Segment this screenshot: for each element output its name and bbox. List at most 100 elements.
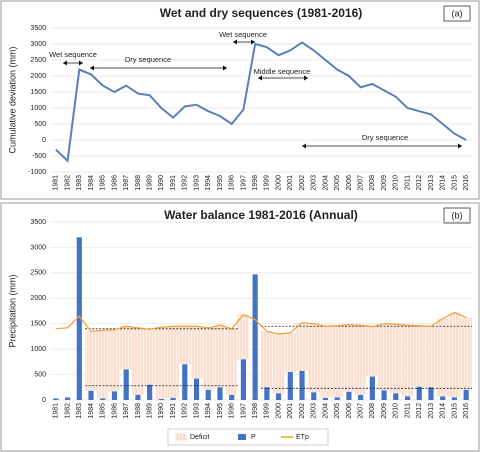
annotation: Wet sequence bbox=[49, 50, 97, 59]
x-tick-label: 1994 bbox=[205, 175, 212, 191]
x-tick-label: 1991 bbox=[170, 403, 177, 419]
x-tick-label: 1982 bbox=[64, 403, 71, 419]
y-tick-label: 1000 bbox=[30, 105, 46, 112]
bar bbox=[404, 396, 411, 400]
deficit bbox=[272, 333, 285, 394]
y-tick-label: 2500 bbox=[30, 270, 46, 277]
bar bbox=[217, 387, 223, 400]
x-tick-label: 2008 bbox=[369, 403, 376, 419]
x-tick-label: 1988 bbox=[135, 175, 142, 191]
deficit bbox=[178, 326, 191, 365]
y-tick-label: 3000 bbox=[30, 244, 46, 251]
x-tick-label: 2009 bbox=[381, 403, 388, 419]
x-tick-label: 2006 bbox=[346, 175, 353, 191]
y-axis-label: Precipitation (mm) bbox=[7, 274, 17, 347]
x-tick-label: 1992 bbox=[182, 403, 189, 419]
panel-label-box bbox=[443, 207, 471, 224]
x-tick-label: 2005 bbox=[334, 175, 341, 191]
bar bbox=[65, 397, 71, 400]
x-tick-label: 1999 bbox=[264, 403, 271, 419]
x-tick-label: 2001 bbox=[287, 403, 294, 419]
y-tick-label: 1500 bbox=[30, 89, 46, 96]
x-tick-label: 1990 bbox=[158, 175, 165, 191]
bar bbox=[135, 394, 141, 400]
bar bbox=[440, 396, 446, 400]
y-tick-label: 500 bbox=[34, 121, 46, 128]
x-tick-label: 2014 bbox=[440, 175, 447, 191]
panel-label: (a) bbox=[452, 8, 463, 18]
y-tick-label: 0 bbox=[42, 397, 46, 404]
bar bbox=[240, 359, 246, 400]
deficit bbox=[354, 325, 367, 395]
deficit bbox=[378, 323, 390, 391]
deficit bbox=[448, 312, 461, 398]
legend-label: ETp bbox=[296, 434, 309, 441]
deficit bbox=[413, 325, 426, 387]
x-tick-label: 1981 bbox=[53, 175, 60, 191]
deficit bbox=[401, 325, 414, 397]
y-tick-label: 2000 bbox=[30, 295, 46, 302]
x-tick-label: 2005 bbox=[334, 403, 341, 419]
panel-frame bbox=[0, 202, 480, 452]
legend-label: P bbox=[251, 434, 256, 441]
x-tick-label: 2015 bbox=[451, 175, 458, 191]
y-tick-label: 1500 bbox=[30, 321, 46, 328]
x-tick-label: 2013 bbox=[428, 175, 435, 191]
x-tick-label: 1996 bbox=[229, 403, 236, 419]
x-tick-label: 1996 bbox=[229, 175, 236, 191]
bar bbox=[88, 390, 94, 400]
bar bbox=[182, 364, 188, 400]
annotation: Middle sequence bbox=[254, 67, 311, 76]
x-tick-label: 1997 bbox=[240, 403, 247, 419]
x-tick-label: 2009 bbox=[381, 175, 388, 191]
deficit bbox=[331, 325, 344, 398]
x-tick-label: 2004 bbox=[322, 403, 329, 419]
x-tick-label: 1997 bbox=[240, 175, 247, 191]
legend-label: Deficit bbox=[190, 434, 210, 441]
x-tick-label: 1983 bbox=[76, 403, 83, 419]
bar bbox=[346, 391, 352, 400]
x-tick-label: 2012 bbox=[416, 175, 423, 191]
y-tick-label: 3500 bbox=[30, 219, 46, 226]
x-tick-label: 2004 bbox=[322, 175, 329, 191]
bar bbox=[416, 386, 422, 400]
bar bbox=[276, 393, 282, 400]
legend-frame bbox=[167, 428, 329, 446]
line bbox=[55, 41, 467, 163]
x-tick-label: 2000 bbox=[275, 403, 282, 419]
deficit bbox=[225, 328, 238, 395]
x-tick-label: 1986 bbox=[111, 175, 118, 191]
x-tick-label: 1995 bbox=[217, 175, 224, 191]
legend-swatch bbox=[238, 434, 246, 440]
bar bbox=[193, 378, 200, 400]
y-tick-label: 3500 bbox=[30, 25, 46, 32]
deficit bbox=[167, 326, 179, 398]
x-tick-label: 2010 bbox=[393, 175, 400, 191]
x-tick-label: 1981 bbox=[53, 403, 60, 419]
x-tick-label: 2007 bbox=[357, 403, 364, 419]
x-tick-label: 1998 bbox=[252, 403, 259, 419]
x-tick-label: 1989 bbox=[146, 175, 153, 191]
y-tick-label: -500 bbox=[32, 153, 46, 160]
deficit bbox=[85, 331, 97, 391]
x-tick-label: 2003 bbox=[311, 403, 318, 419]
bar bbox=[100, 398, 106, 400]
x-tick-label: 2010 bbox=[393, 403, 400, 419]
y-tick-label: 0 bbox=[42, 137, 46, 144]
x-tick-label: 2016 bbox=[463, 403, 470, 419]
x-tick-label: 1987 bbox=[123, 403, 130, 419]
x-tick-label: 2008 bbox=[369, 175, 376, 191]
bar bbox=[170, 397, 176, 400]
bar bbox=[334, 397, 340, 400]
annotation: Dry sequence bbox=[125, 55, 171, 64]
bar bbox=[451, 397, 457, 400]
bar bbox=[322, 397, 329, 400]
x-tick-label: 2016 bbox=[463, 175, 470, 191]
y-tick-label: 1000 bbox=[30, 346, 46, 353]
bar bbox=[463, 389, 469, 400]
y-tick-label: -1000 bbox=[28, 169, 46, 176]
bar bbox=[381, 390, 387, 400]
x-tick-label: 2015 bbox=[451, 403, 458, 419]
x-tick-label: 1992 bbox=[182, 175, 189, 191]
